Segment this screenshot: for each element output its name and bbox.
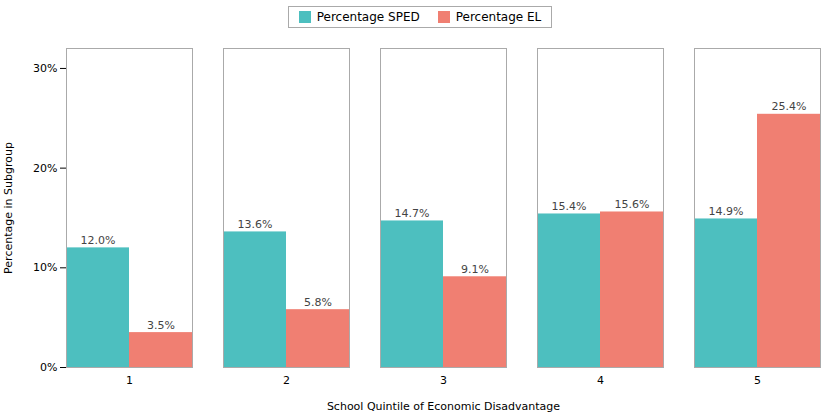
svg-text:2: 2 [283,374,290,387]
svg-text:3: 3 [440,374,447,387]
svg-text:14.9%: 14.9% [709,205,744,218]
svg-text:School Quintile of Economic Di: School Quintile of Economic Disadvantage [327,400,560,412]
svg-text:15.6%: 15.6% [615,198,650,211]
svg-text:15.4%: 15.4% [552,200,587,213]
svg-text:25.4%: 25.4% [772,100,807,113]
svg-text:1: 1 [126,374,133,387]
svg-text:5.8%: 5.8% [304,296,332,309]
svg-text:14.7%: 14.7% [395,207,430,220]
svg-text:13.6%: 13.6% [238,218,273,231]
svg-text:12.0%: 12.0% [81,234,116,247]
svg-text:0%: 0% [40,361,57,374]
svg-text:20%: 20% [33,162,57,175]
svg-text:10%: 10% [33,261,57,274]
svg-text:3.5%: 3.5% [147,319,175,332]
svg-text:4: 4 [597,374,604,387]
svg-text:30%: 30% [33,62,57,75]
svg-text:5: 5 [754,374,761,387]
svg-text:9.1%: 9.1% [461,263,489,276]
html-text:Percentage EL: Percentage EL [455,10,542,24]
svg-text:Percentage in Subgroup: Percentage in Subgroup [2,142,15,274]
html-text:Percentage SPED: Percentage SPED [316,10,420,24]
